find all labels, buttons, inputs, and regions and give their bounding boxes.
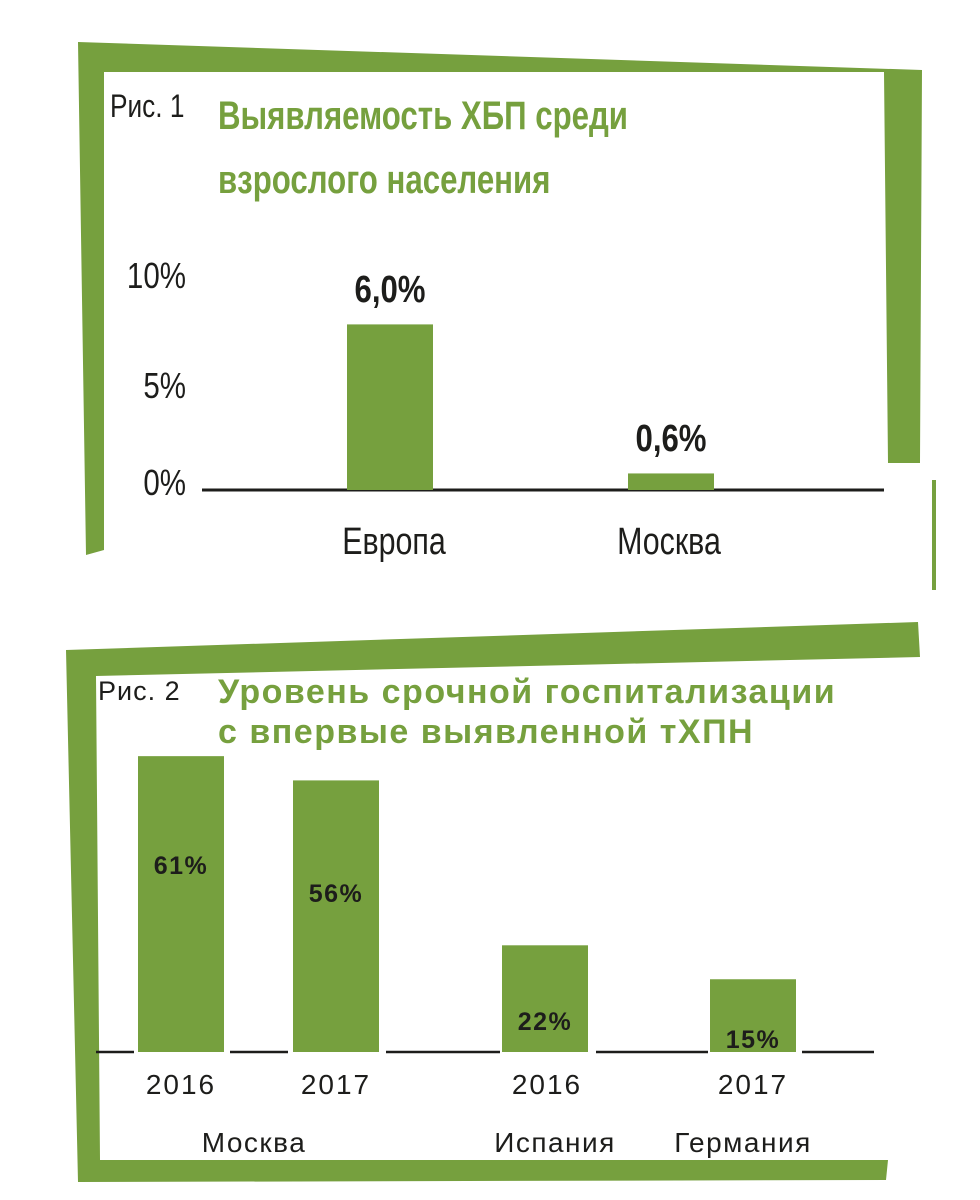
category-label-moscow: Москва <box>617 521 721 563</box>
value-label: 56% <box>308 880 364 909</box>
group-label-germany: Германия <box>674 1127 812 1158</box>
year-label: 2016 <box>511 1069 583 1100</box>
figure-2-title-line: Уровень срочной госпитализации <box>218 673 837 711</box>
bar <box>502 945 588 1052</box>
value-label: 61% <box>153 851 209 880</box>
figure-1-label: Рис. 1 <box>110 88 185 124</box>
year-label: 2016 <box>145 1069 217 1100</box>
figure-1-title: Выявляемость ХБП среди взрослого населен… <box>218 84 628 212</box>
bar-moscow <box>628 473 714 490</box>
value-label: 22% <box>517 1008 573 1037</box>
figure-2-label: Рис. 2 <box>98 676 181 706</box>
year-label: 2017 <box>717 1069 789 1100</box>
group-label-spain: Испания <box>494 1127 616 1158</box>
figure-1-title-line: взрослого населения <box>218 158 551 202</box>
y-tick-label: 5% <box>143 365 186 406</box>
figure-1-title-line: Выявляемость ХБП среди <box>218 94 628 138</box>
value-label: 15% <box>725 1025 781 1054</box>
year-label: 2017 <box>300 1069 372 1100</box>
value-label-moscow: 0,6% <box>635 418 707 461</box>
category-label-europe: Европа <box>342 521 446 563</box>
bar-europe <box>347 324 433 490</box>
bar <box>138 756 224 1052</box>
frame-1-accent <box>932 480 936 590</box>
y-tick-label: 10% <box>126 255 186 296</box>
bar <box>293 780 379 1052</box>
bar <box>710 979 796 1052</box>
value-label-europe: 6,0% <box>354 269 426 312</box>
group-label-moscow: Москва <box>201 1127 307 1158</box>
figure-2-title-line: с впервые выявленной тХПН <box>218 713 755 751</box>
y-tick-label: 0% <box>143 462 186 503</box>
figure-2-title: Уровень срочной госпитализации с впервые… <box>218 672 836 752</box>
